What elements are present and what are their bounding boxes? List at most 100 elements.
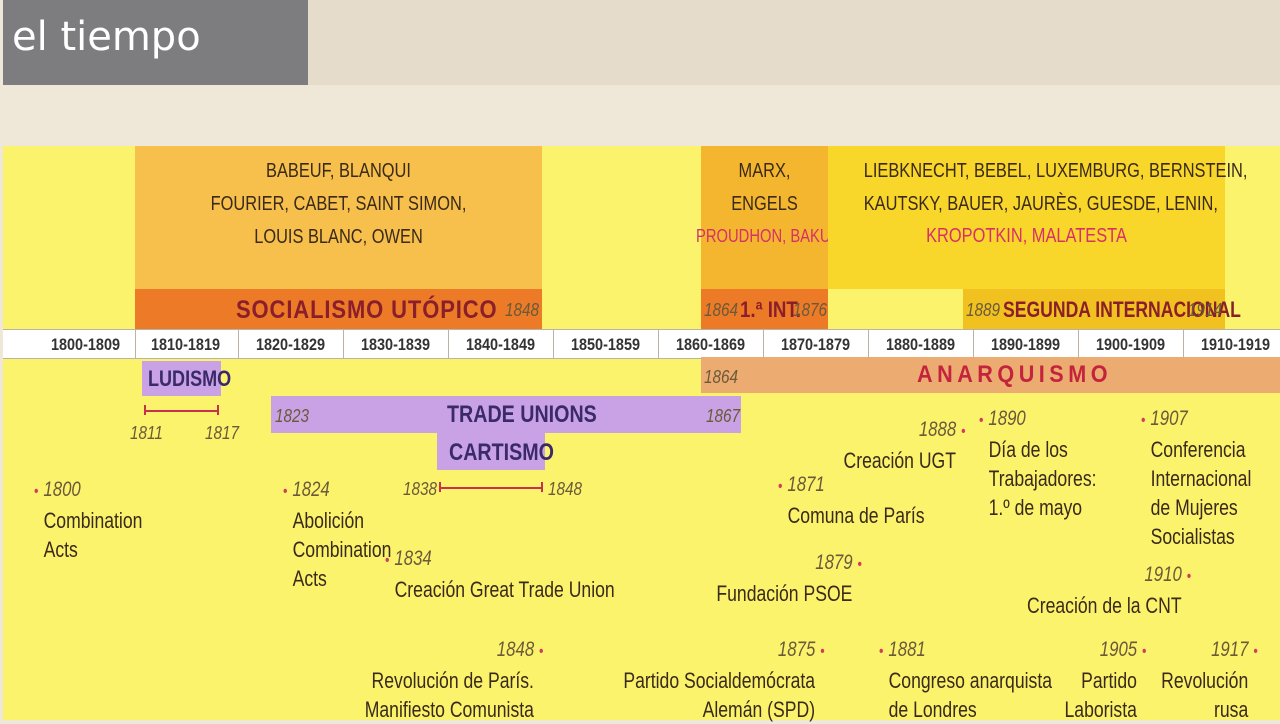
event-text: Fundación PSOE <box>716 581 853 606</box>
second-int-start-year: 1889 <box>966 300 1001 320</box>
utopic-name-line: FOURIER, CABET, SAINT SIMON, <box>210 193 467 215</box>
decade-separator <box>763 330 764 358</box>
decade-axis: 1800-1809 1810-1819 1820-1829 1830-1839 … <box>3 329 1280 359</box>
event-text: de Londres <box>888 697 977 722</box>
decade-tick: 1870-1879 <box>780 335 851 354</box>
anarquismo-label: ANARQUISMO <box>917 361 1113 388</box>
first-int-start-year: 1864 <box>704 300 739 320</box>
event-year: 1881 <box>888 638 926 661</box>
ludismo-span-start <box>144 405 146 415</box>
second-int-bar <box>963 289 1225 329</box>
second-int-name-line: KAUTSKY, BAUER, JAURÈS, GUESDE, LENIN, <box>863 193 1218 215</box>
event-text: Partido <box>1081 668 1138 693</box>
first-int-names: MARX, ENGELS <box>712 155 816 221</box>
cartismo-end-year: 1848 <box>548 479 583 499</box>
event-1879: 1879 • Fundación PSOE <box>716 547 862 608</box>
event-marker: • <box>539 643 544 660</box>
event-1910: 1910 • Creación de la CNT <box>1027 559 1191 620</box>
event-text: Creación UGT <box>843 448 957 473</box>
event-1890: • 1890 Día de los Trabajadores: 1.º de m… <box>979 403 1097 522</box>
event-1881: • 1881 Congreso anarquista de Londres <box>879 634 1052 724</box>
event-year: 1834 <box>394 547 432 570</box>
first-int-end-year: 1876 <box>793 300 828 320</box>
ludismo-span-end <box>217 405 219 415</box>
decade-separator <box>343 330 344 358</box>
event-text: Creación Great Trade Union <box>394 577 615 602</box>
event-year: 1848 <box>497 638 535 661</box>
event-1800: • 1800 Combination Acts <box>34 474 142 564</box>
event-text: Acts <box>292 566 327 591</box>
cartismo-start-year: 1838 <box>403 479 438 499</box>
event-1848: 1848 • Revolución de París. Manifiesto C… <box>365 634 544 724</box>
page-title: el tiempo <box>12 14 201 60</box>
first-int-name-line: ENGELS <box>731 193 798 215</box>
decade-separator <box>868 330 869 358</box>
second-int-names-red: KROPOTKIN, MALATESTA <box>926 225 1127 247</box>
header-band <box>308 0 1280 85</box>
decade-separator <box>135 330 136 358</box>
anarquismo-start-year: 1864 <box>704 367 739 387</box>
event-year: 1890 <box>988 407 1026 430</box>
event-marker: • <box>1142 643 1147 660</box>
decade-tick: 1860-1869 <box>675 335 746 354</box>
event-text: Congreso anarquista <box>888 668 1052 693</box>
event-year: 1824 <box>292 478 330 501</box>
event-text: Partido Socialdemócrata <box>623 668 816 693</box>
cartismo-span-end <box>541 482 543 492</box>
event-marker: • <box>283 483 288 500</box>
event-marker: • <box>778 478 783 495</box>
ludismo-bar <box>142 361 221 396</box>
cartismo-span-line <box>440 487 542 489</box>
first-int-names-red: PROUDHON, BAKUNIN <box>696 226 856 246</box>
event-year: 1910 <box>1144 563 1182 586</box>
first-int-label: 1.ª INT. <box>740 297 801 322</box>
first-int-names-box <box>701 146 828 289</box>
event-marker: • <box>961 423 966 440</box>
event-marker: • <box>34 483 39 500</box>
decade-tick: 1830-1839 <box>360 335 431 354</box>
first-int-bar <box>701 289 828 329</box>
utopic-name-line: LOUIS BLANC, OWEN <box>254 226 423 248</box>
ludismo-label: LUDISMO <box>148 366 232 391</box>
event-text: Manifiesto Comunista <box>365 697 535 722</box>
trade-unions-end-year: 1867 <box>706 406 741 426</box>
event-text: Combination <box>292 537 392 562</box>
utopic-names-box <box>135 146 542 289</box>
decade-tick: 1910-1919 <box>1200 335 1271 354</box>
event-year: 1879 <box>815 551 853 574</box>
decade-separator <box>238 330 239 358</box>
trade-unions-label: TRADE UNIONS <box>447 401 597 428</box>
decade-separator <box>973 330 974 358</box>
event-year: 1800 <box>43 478 81 501</box>
event-marker: • <box>879 643 884 660</box>
ludismo-start-year: 1811 <box>130 423 163 443</box>
decade-separator <box>658 330 659 358</box>
trade-unions-start-year: 1823 <box>275 406 310 426</box>
second-int-label: SEGUNDA INTERNACIONAL <box>1003 297 1241 322</box>
event-1907: • 1907 Conferencia Internacional de Muje… <box>1141 403 1251 551</box>
utopic-bar <box>135 289 542 329</box>
event-1875: 1875 • Partido Socialdemócrata Alemán (S… <box>624 634 825 724</box>
event-marker: • <box>857 556 862 573</box>
decade-tick: 1810-1819 <box>150 335 221 354</box>
event-year: 1875 <box>778 638 816 661</box>
cartismo-label: CARTISMO <box>449 439 554 466</box>
event-marker: • <box>1253 643 1258 660</box>
decade-tick: 1900-1909 <box>1095 335 1166 354</box>
second-int-names: LIEBKNECHT, BEBEL, LUXEMBURG, BERNSTEIN,… <box>863 155 1248 221</box>
decade-tick: 1850-1859 <box>570 335 641 354</box>
event-1871: • 1871 Comuna de París <box>778 469 925 530</box>
event-marker: • <box>979 412 984 429</box>
event-year: 1905 <box>1100 638 1138 661</box>
event-text: Combination <box>43 508 143 533</box>
decade-separator <box>553 330 554 358</box>
event-text: rusa <box>1214 697 1249 722</box>
event-text: Revolución de París. <box>371 668 535 693</box>
event-text: Revolución <box>1161 668 1249 693</box>
event-text: Creación de la CNT <box>1026 593 1182 618</box>
event-text: Alemán (SPD) <box>702 697 816 722</box>
anarquismo-bar <box>701 357 1280 393</box>
utopic-name-line: BABEUF, BLANQUI <box>266 160 411 182</box>
event-text: Día de los <box>988 437 1068 462</box>
decade-separator <box>448 330 449 358</box>
